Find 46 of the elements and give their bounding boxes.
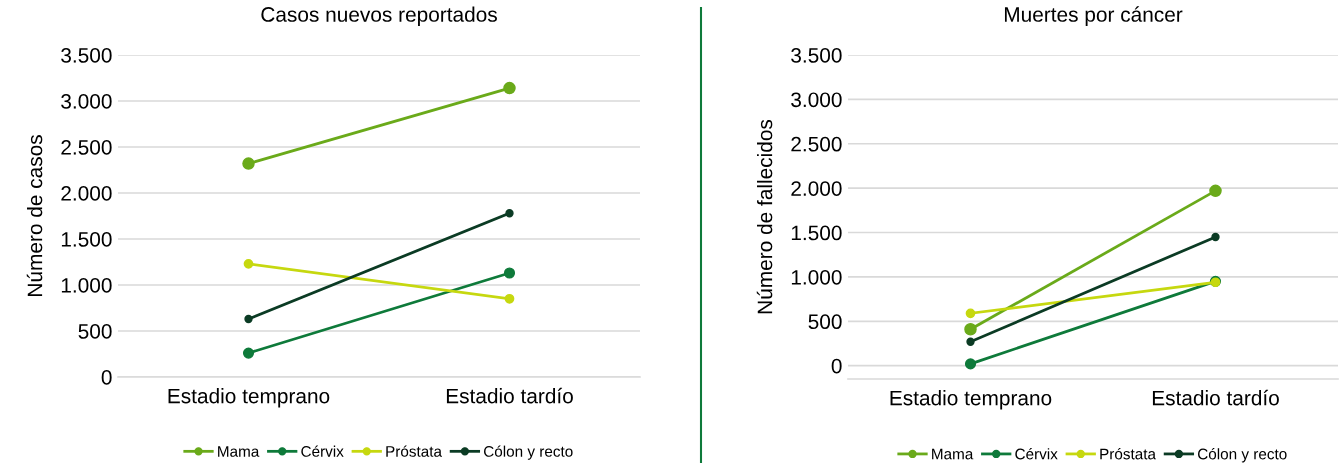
y-axis-title: Número de casos [26,135,43,296]
legend-label: Mama [218,446,260,457]
y-tick-label: 2.500 [791,136,842,152]
y-tick-label: 0 [831,358,842,374]
y-tick-label: 3.500 [791,48,842,63]
y-tick-label: 3.000 [61,94,112,109]
legend-label: Cólon y recto [1198,448,1287,463]
point [243,258,254,269]
point [242,157,255,170]
y-tick-label: 500 [808,314,842,330]
point [242,347,255,359]
x-tick-label: Estadio temprano [890,390,1052,410]
legend-label: Mama [932,448,974,460]
y-tick-label: 1.500 [791,225,842,241]
chart-title: Muertes por cáncer [1004,6,1183,26]
point [1211,232,1220,242]
point [503,267,516,279]
y-tick-label: 3.500 [61,48,112,63]
legend-label: Cérvix [1015,448,1058,460]
y-tick-label: 500 [78,324,112,339]
point [964,358,977,370]
y-tick-label: 2.500 [61,140,112,155]
x-tick-label: Estadio temprano [168,388,330,408]
y-tick-label: 2.000 [61,186,112,201]
legend-label: Cérvix [301,445,344,457]
point [244,314,253,324]
x-tick-label: Estadio tardío [446,387,573,404]
y-tick-label: 2.000 [791,181,842,196]
point [504,293,515,304]
y-tick-label: 1.500 [61,232,112,247]
y-tick-label: 1.000 [61,278,112,293]
point [966,337,975,346]
point [1209,184,1222,198]
y-axis-title: Número de fallecidos [756,119,773,314]
chart-title: Casos nuevos reportados [261,6,497,26]
point [964,323,977,336]
point [965,308,976,319]
point [503,81,516,95]
legend-label: Próstata [386,445,442,457]
x-tick-label: Estadio tardío [1152,389,1279,406]
point [505,209,514,218]
y-tick-label: 0 [101,370,112,385]
legend-label: Cólon y recto [484,445,573,460]
y-tick-label: 3.000 [791,92,842,108]
y-tick-label: 1.000 [791,269,842,285]
legend-label: Próstata [1100,448,1156,460]
